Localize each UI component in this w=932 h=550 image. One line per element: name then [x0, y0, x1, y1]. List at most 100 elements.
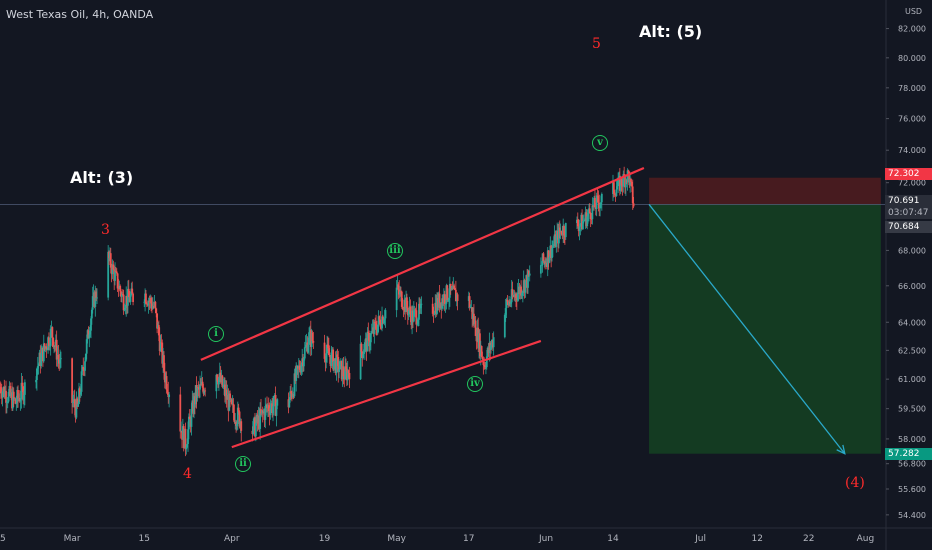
channel-line-lower	[231, 339, 542, 449]
candle-body-327	[382, 319, 385, 324]
currency-label: USD	[905, 7, 922, 16]
candle-body-107	[121, 294, 124, 295]
candle-body-76	[84, 353, 87, 362]
candle-body-313	[370, 331, 373, 334]
candle-body-330	[395, 287, 398, 311]
candle-body-178	[203, 390, 206, 394]
candle-body-360	[431, 303, 434, 314]
candle-body-71	[80, 371, 83, 392]
candle-body-209	[240, 421, 243, 431]
candle-body-63	[73, 399, 76, 408]
candle-body-386	[454, 288, 456, 290]
target-price-label: 57.282	[885, 448, 932, 460]
candle-body-3	[1, 391, 4, 398]
candle-body-391	[468, 296, 471, 308]
candle-body-80	[88, 334, 91, 339]
candle-body-157	[185, 447, 188, 450]
candle-body-46	[48, 345, 51, 347]
candle-body-287	[338, 369, 341, 372]
candle-body-362	[433, 313, 436, 315]
candle-body-118	[131, 288, 134, 294]
x-tick-label-5: May	[387, 534, 406, 544]
candle-body-274	[327, 344, 329, 349]
candle-body-338	[402, 308, 405, 310]
candle-body-173	[199, 384, 201, 390]
symbol-title[interactable]: West Texas Oil, 4h, OANDA	[6, 8, 154, 21]
x-tick-label-9: Jul	[694, 534, 706, 544]
candle-body-520	[620, 178, 623, 186]
candle-body-447	[527, 271, 529, 288]
candle-body-311	[369, 342, 371, 347]
candle-body-113	[127, 288, 129, 306]
candle-body-284	[335, 354, 338, 374]
candle-body-19	[15, 403, 18, 405]
candle-body-133	[154, 301, 157, 309]
candle-body-137	[157, 325, 160, 336]
candle-body-471	[558, 227, 560, 244]
candle-body-353	[415, 310, 418, 325]
candle-body-60	[71, 358, 74, 404]
candle-body-69	[78, 388, 81, 395]
candle-body-352	[414, 309, 417, 311]
candle-body-514	[615, 189, 618, 196]
candle-body-427	[509, 302, 512, 304]
candle-body-7	[5, 390, 7, 403]
candle-body-59	[60, 358, 62, 360]
candle-body-336	[400, 291, 403, 307]
candle-body-303	[362, 353, 365, 358]
wave-5-label: 5	[592, 36, 601, 52]
candle-body-320	[376, 324, 379, 334]
candle-body-379	[448, 297, 450, 300]
candle-body-56	[57, 355, 60, 360]
candle-body-460	[548, 257, 551, 263]
wave-4-label: 4	[183, 466, 192, 482]
candle-body-24	[19, 399, 22, 402]
candle-body-125	[147, 300, 150, 306]
candle-body-355	[417, 319, 420, 324]
candle-body-507	[599, 204, 602, 209]
candle-body-337	[401, 306, 404, 309]
candle-body-529	[628, 171, 631, 186]
candle-body-214	[254, 423, 257, 437]
candle-body-346	[409, 306, 412, 315]
x-tick-label-1: Mar	[64, 534, 81, 544]
candle-body-260	[304, 344, 307, 348]
candle-body-385	[453, 285, 456, 289]
candle-body-495	[588, 208, 591, 214]
forecast-arrow-head	[836, 444, 846, 455]
x-tick-label-4: 19	[319, 534, 331, 544]
candle-body-308	[366, 331, 369, 352]
candle-body-75	[84, 361, 86, 371]
candle-body-77	[85, 339, 88, 354]
candle-body-464	[551, 246, 554, 248]
candle-body-29	[23, 382, 26, 395]
candle-body-440	[521, 293, 523, 296]
channel-line-upper	[200, 166, 645, 361]
candle-body-25	[20, 382, 23, 400]
candle-body-441	[521, 290, 524, 294]
candle-body-416	[490, 344, 492, 350]
candle-body-375	[444, 303, 447, 305]
current-price-value: 70.691	[888, 196, 920, 206]
candle-body-354	[416, 323, 419, 325]
candle-body-439	[520, 286, 523, 296]
candle-body-238	[275, 405, 278, 416]
candle-body-109	[123, 309, 126, 311]
candle-body-203	[235, 422, 237, 426]
candle-body-292	[342, 366, 345, 377]
candle-body-433	[515, 294, 517, 299]
candle-body-126	[148, 300, 151, 302]
candle-body-527	[626, 170, 629, 183]
candle-body-255	[300, 364, 303, 373]
candle-body-47	[49, 328, 52, 346]
candle-body-163	[190, 408, 193, 427]
candle-body-332	[397, 284, 400, 290]
candle-body-407	[482, 359, 485, 365]
y-tick-label-12: 74.000	[898, 146, 926, 155]
candle-body-219	[259, 409, 262, 429]
candle-body-497	[590, 219, 593, 220]
candle-body-318	[375, 323, 377, 330]
candle-body-93	[109, 253, 112, 268]
candle-body-249	[295, 367, 298, 381]
